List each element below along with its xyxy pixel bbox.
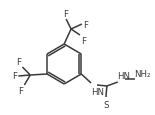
Text: F: F <box>81 37 86 46</box>
Text: NH₂: NH₂ <box>135 69 151 78</box>
Text: F: F <box>16 58 21 66</box>
Text: F: F <box>12 72 18 81</box>
Text: HN: HN <box>91 87 104 96</box>
Text: HN: HN <box>117 71 130 80</box>
Text: F: F <box>18 86 23 95</box>
Text: F: F <box>83 20 88 29</box>
Text: S: S <box>103 100 109 109</box>
Text: F: F <box>63 10 68 19</box>
